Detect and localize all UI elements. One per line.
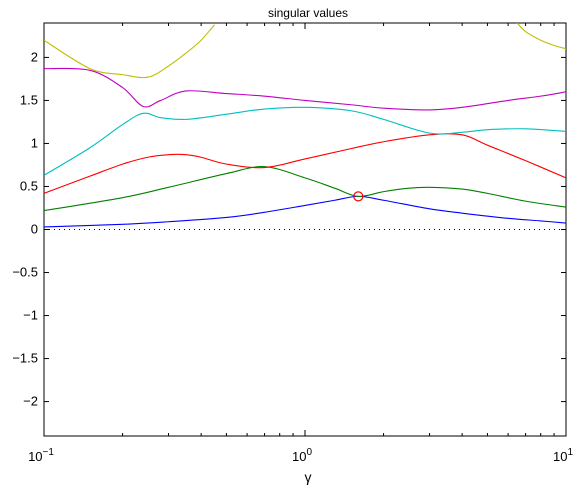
chart-title: singular values [268, 6, 348, 20]
series-line-6 [44, 24, 215, 79]
series-line-5 [44, 67, 566, 111]
y-tick-label: 2 [31, 49, 38, 64]
y-tick-label: 1.5 [20, 92, 38, 107]
intersection-marker [353, 191, 364, 202]
y-tick-label: 1 [31, 135, 38, 150]
x-axis-label: γ [305, 469, 312, 485]
x-tick-label: 101 [553, 447, 573, 464]
x-tick-exponent: 0 [306, 447, 312, 458]
series-line-3 [44, 133, 566, 194]
y-axis: 2 1.5 1 0.5 0 −0.5 −1 −1.5 −2 [12, 49, 566, 409]
y-tick-label: −2 [23, 394, 38, 409]
y-tick-label: −1 [23, 308, 38, 323]
series-line-2 [44, 166, 566, 212]
series-group [44, 23, 566, 228]
x-tick-label: 10−1 [28, 447, 54, 464]
x-tick-base: 10 [553, 449, 567, 464]
series-line-1 [44, 195, 566, 228]
y-tick-label: 0.5 [20, 178, 38, 193]
x-tick-label: 100 [292, 447, 312, 464]
x-tick-base: 10 [292, 449, 306, 464]
y-tick-label: −1.5 [12, 351, 38, 366]
x-tick-exponent: −1 [43, 447, 55, 458]
series-line-8 [516, 23, 566, 50]
y-tick-label: 0 [31, 222, 38, 237]
series-line-4 [44, 106, 566, 176]
x-tick-base: 10 [28, 449, 42, 464]
y-tick-label: −0.5 [12, 265, 38, 280]
x-axis: 10−1 100 101 [28, 23, 573, 464]
x-tick-exponent: 1 [567, 447, 573, 458]
plot-area [43, 22, 567, 437]
